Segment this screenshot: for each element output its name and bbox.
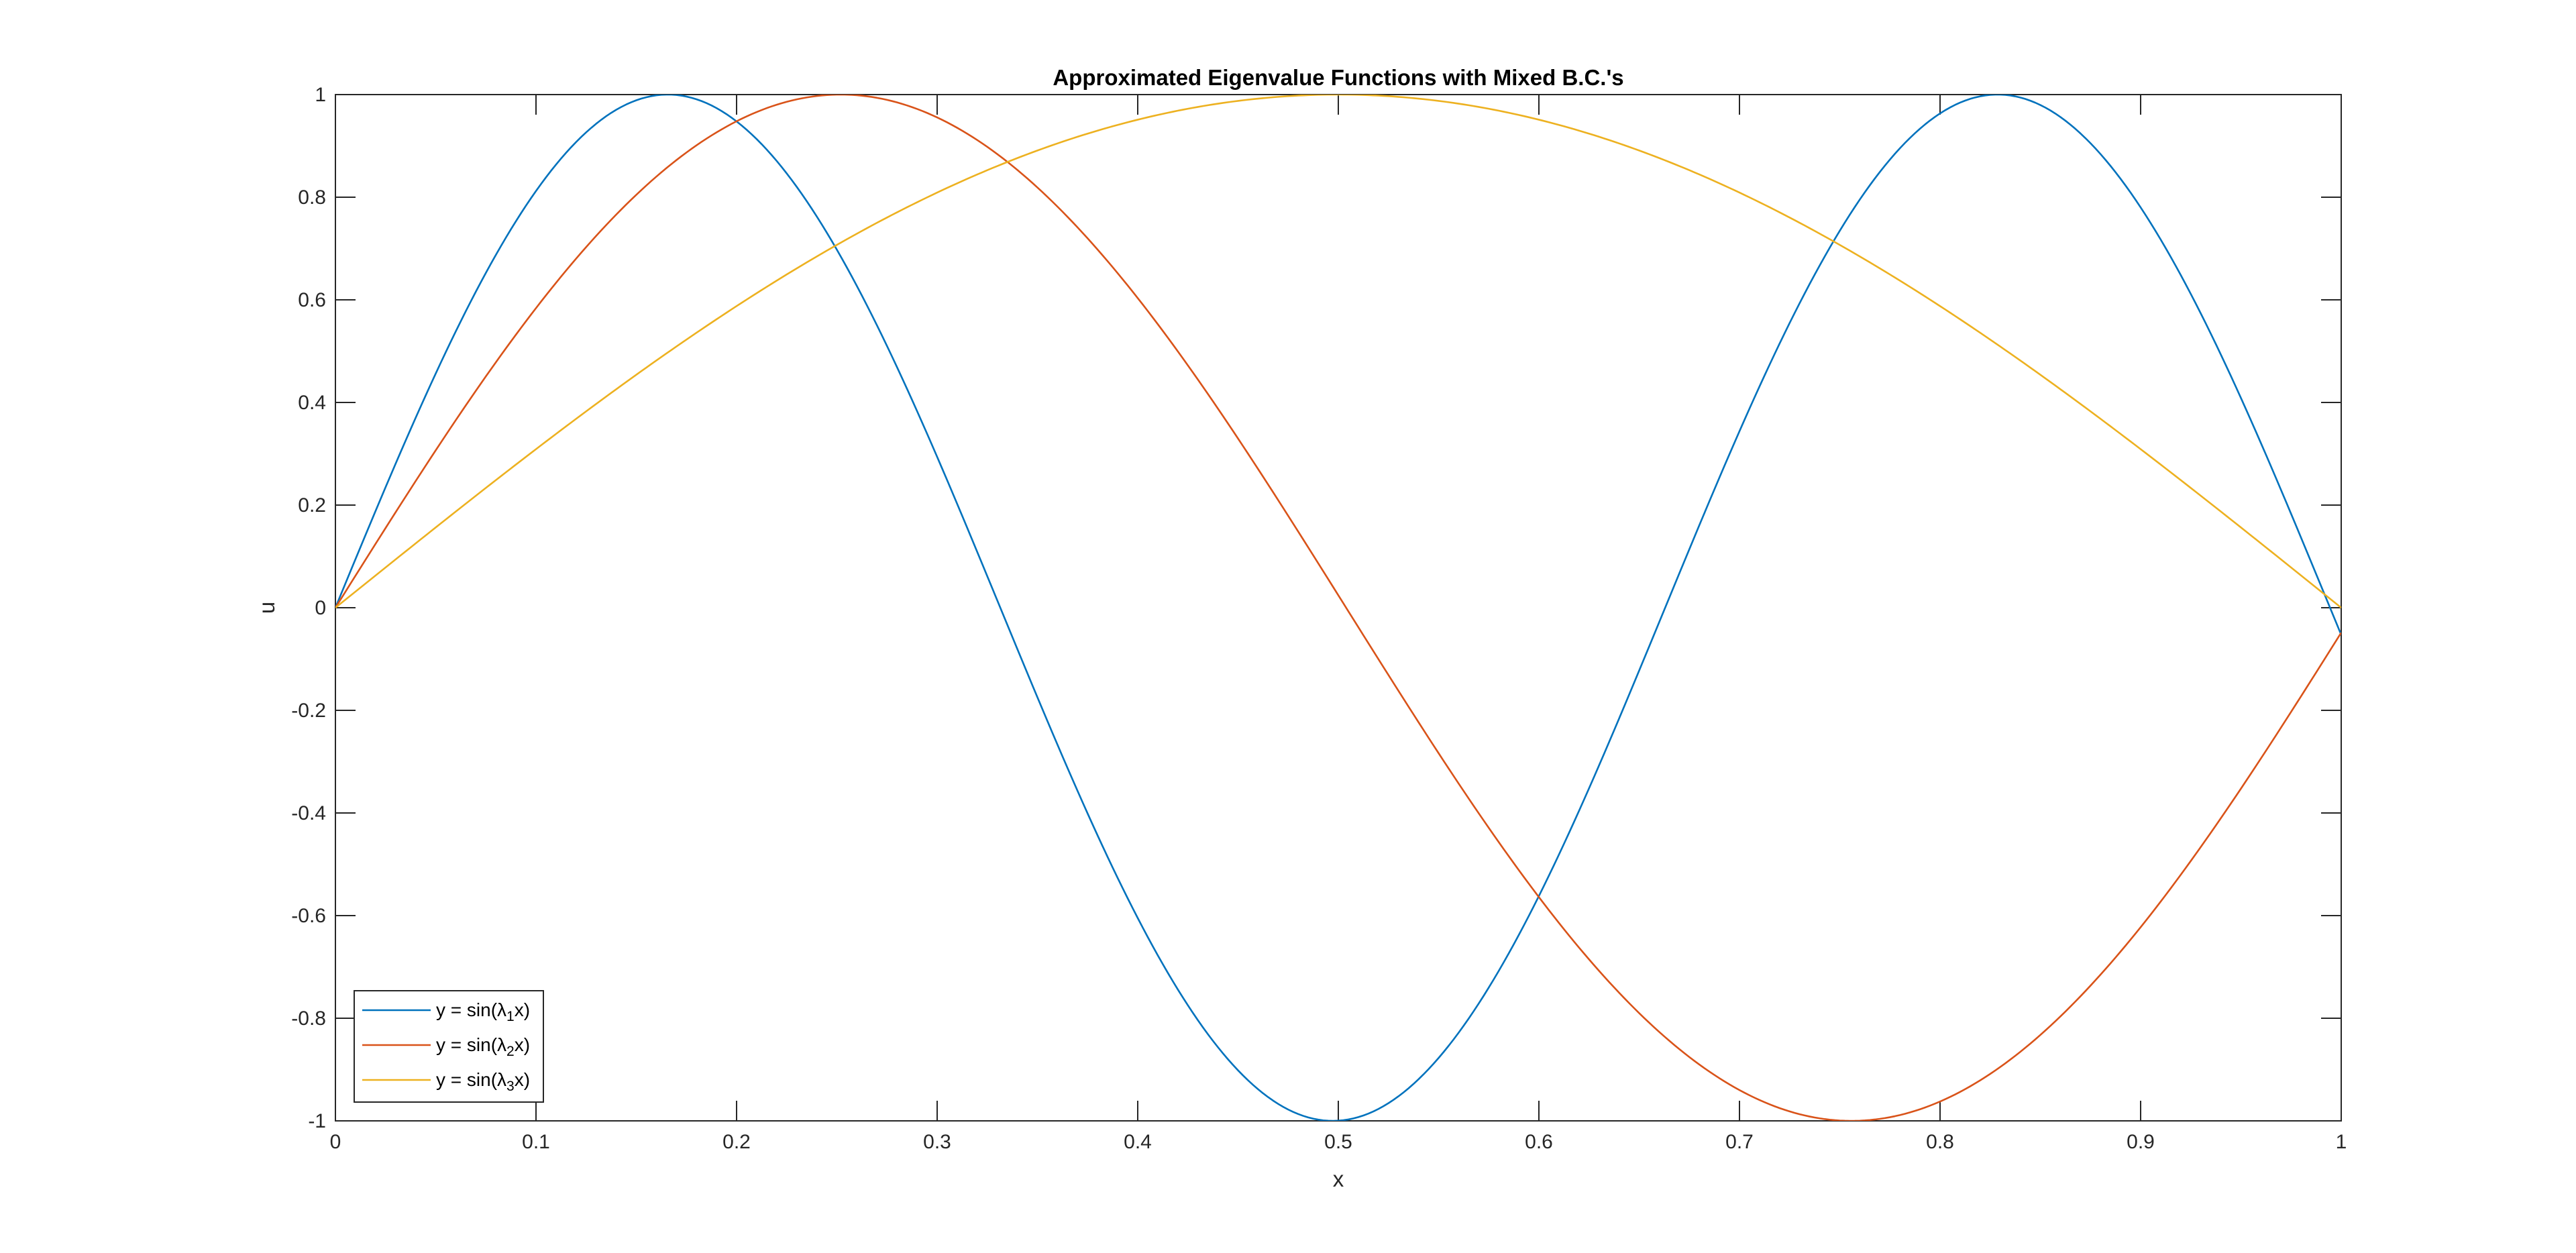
x-tick-label: 0.1 bbox=[522, 1131, 550, 1153]
y-tick-label: -0.2 bbox=[291, 700, 326, 722]
y-tick-label: 0 bbox=[315, 597, 326, 619]
legend-entry-2: y = sin(λ2x) bbox=[436, 1034, 530, 1059]
legend: y = sin(λ1x) y = sin(λ2x) y = sin(λ3x) bbox=[354, 990, 544, 1103]
x-tick-label: 0.7 bbox=[1725, 1131, 1754, 1153]
x-tick-label: 1 bbox=[2336, 1131, 2347, 1153]
y-tick-label: 1 bbox=[315, 84, 326, 106]
x-tick-label: 0.6 bbox=[1525, 1131, 1553, 1153]
x-tick-label: 0.8 bbox=[1926, 1131, 1954, 1153]
series-lines bbox=[335, 95, 2341, 1121]
series-line-3 bbox=[335, 95, 2341, 609]
x-tick-label: 0.9 bbox=[2127, 1131, 2155, 1153]
x-tick-label: 0.2 bbox=[722, 1131, 751, 1153]
x-tick-label: 0.3 bbox=[923, 1131, 951, 1153]
y-tick-label: -0.8 bbox=[291, 1007, 326, 1030]
y-tick-label: 0.2 bbox=[298, 494, 326, 516]
x-tick-label: 0 bbox=[330, 1131, 341, 1153]
chart-title: Approximated Eigenvalue Functions with M… bbox=[1053, 65, 1623, 90]
tick-labels: 0 0.1 0.2 0.3 0.4 0.5 0.6 0.7 0.8 0.9 1 -1 -0.8 -0.6 -… bbox=[291, 84, 2347, 1153]
y-tick-label: -1 bbox=[308, 1110, 326, 1132]
y-tick-label: 0.8 bbox=[298, 186, 326, 209]
series-line-1 bbox=[335, 95, 2341, 1121]
y-tick-label: -0.4 bbox=[291, 802, 326, 824]
legend-entry-3: y = sin(λ3x) bbox=[436, 1069, 530, 1094]
x-axis-label: x bbox=[1333, 1166, 1344, 1191]
y-tick-label: 0.4 bbox=[298, 392, 326, 414]
tick-marks bbox=[335, 94, 2342, 1122]
y-axis-label: u bbox=[254, 602, 279, 614]
series-line-2 bbox=[335, 95, 2341, 1121]
legend-entry-1: y = sin(λ1x) bbox=[436, 999, 530, 1024]
x-tick-label: 0.4 bbox=[1124, 1131, 1152, 1153]
x-tick-label: 0.5 bbox=[1324, 1131, 1352, 1153]
y-tick-label: -0.6 bbox=[291, 905, 326, 927]
y-tick-label: 0.6 bbox=[298, 289, 326, 311]
legend-box bbox=[354, 990, 544, 1103]
axes-box bbox=[335, 94, 2342, 1122]
